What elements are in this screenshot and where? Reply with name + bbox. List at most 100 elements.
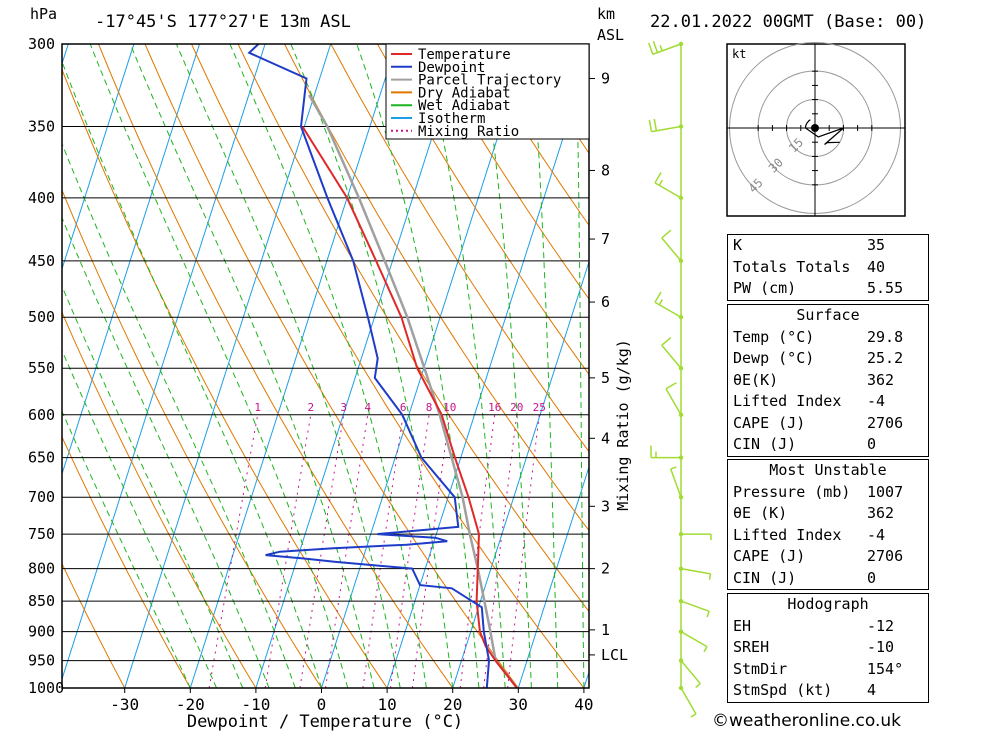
wind-barb-feather [690, 713, 697, 718]
surface-cape-value: 2706 [867, 413, 904, 432]
wind-barb-feather [670, 466, 677, 470]
plot-frame [61, 43, 590, 689]
pressure-tick-label: 650 [28, 449, 55, 467]
pressure-tick-label: 700 [28, 488, 55, 506]
height-unit-asl: ASL [597, 26, 625, 44]
mixing-ratio-label: 20 [510, 401, 523, 414]
wind-barb-staff [654, 301, 682, 318]
mixing-ratio-label: 2 [307, 401, 314, 414]
mixing-ratio-label: 3 [340, 401, 347, 414]
mixing-ratio-axis-title: Mixing Ratio (g/kg) [614, 339, 632, 511]
wind-barb-feather [658, 299, 663, 306]
location-title: -17°45'S 177°27'E 13m ASL [95, 12, 351, 32]
mu-cape-label: CAPE (J) [733, 547, 806, 565]
mu-pressure-label: Pressure (mb) [733, 482, 851, 501]
eh-value: -12 [867, 616, 895, 635]
height-tick-label: 8 [601, 161, 610, 179]
wind-barb-staff [680, 567, 711, 575]
legend-entry: Mixing Ratio [418, 124, 519, 140]
surface-title: Surface [796, 306, 860, 324]
wind-barb-feather [661, 336, 672, 346]
wind-barb-staff [654, 182, 682, 199]
datetime-title: 22.01.2022 00GMT (Base: 00) [650, 12, 927, 32]
temperature-tick-label: 30 [509, 695, 528, 714]
pressure-tick-label: 400 [28, 189, 55, 207]
mu-cin-value: 0 [867, 568, 877, 587]
mixing-ratio-label: 8 [426, 401, 433, 414]
surface-cin-value: 0 [867, 435, 877, 453]
mu-cape-value: 2706 [867, 547, 904, 565]
temperature-tick-label: 20 [443, 695, 462, 714]
hodograph-unit: kt [732, 47, 746, 61]
temperature-tick-label: -30 [110, 695, 139, 714]
surface-dewp-label: Dewp (°C) [733, 349, 815, 367]
dry-adiabat-line [376, 44, 589, 376]
surface-temp-label: Temp (°C) [733, 327, 815, 346]
legend-entry: Dry Adiabat [418, 85, 511, 101]
isotherm-line [452, 260, 589, 688]
k-label: K [733, 236, 743, 254]
isotherm-line [517, 465, 589, 688]
wind-barb-feather [658, 179, 663, 186]
wind-barb-feather [661, 229, 672, 239]
surface-cape-label: CAPE (J) [733, 413, 806, 432]
wind-barb-staff [680, 600, 710, 613]
dry-adiabat-line [98, 44, 454, 688]
k-value: 35 [867, 236, 886, 254]
temperature-tick-label: 40 [574, 695, 593, 714]
most-unstable-table: Most Unstable Pressure (mb) 1007 θE (K) 36… [727, 459, 929, 590]
temperature-tick-label: 10 [377, 695, 396, 714]
surface-theta-label: θE(K) [733, 370, 779, 389]
dry-adiabat-line [423, 44, 589, 300]
wet-adiabat-line [421, 44, 506, 688]
sounding-series [247, 44, 518, 688]
wet-adiabat-line [229, 44, 427, 688]
temperature-tick-label: -10 [241, 695, 270, 714]
height-tick-label: 7 [601, 230, 610, 248]
storm-motion-marker [811, 124, 819, 132]
surface-cin-label: CIN (J) [733, 435, 797, 453]
isotherm-line [189, 44, 397, 688]
wind-barb-feather [648, 42, 654, 55]
sreh-value: -10 [867, 638, 895, 656]
wind-barb-feather [695, 682, 701, 688]
legend-box [385, 43, 590, 140]
wind-barb-feather [653, 118, 658, 131]
mixing-ratio-line [362, 414, 404, 688]
pressure-tick-label: 300 [28, 35, 55, 53]
dry-adiabat-line [469, 44, 589, 227]
mixing-ratio-label: 6 [400, 401, 407, 414]
dry-adiabat-line [330, 44, 589, 453]
mu-cin-label: CIN (J) [733, 568, 797, 587]
wet-adiabat-line [62, 142, 296, 688]
dry-adiabat-line [62, 562, 126, 688]
height-tick-label: 9 [601, 70, 610, 88]
wind-barb-feather [654, 291, 662, 303]
surface-dewp-value: 25.2 [867, 349, 904, 367]
temperature-tick-label: -20 [176, 695, 205, 714]
wind-barb-staff [665, 388, 682, 416]
axes: 3003504004505005506006507007508008509009… [28, 35, 632, 732]
temperature-tick-label: 0 [317, 695, 327, 714]
height-tick-label: 4 [601, 429, 610, 447]
stmspd-label: StmSpd (kt) [733, 681, 833, 699]
wind-barb-staff [680, 660, 701, 685]
wind-barb-feather [648, 119, 653, 132]
mixing-ratio-label: 4 [365, 401, 372, 414]
pressure-tick-label: 800 [28, 560, 55, 578]
wet-adiabat-line [480, 44, 532, 688]
wind-barb-staff [680, 630, 708, 648]
mixing-ratio-label: 16 [488, 401, 501, 414]
isotherm-line [124, 44, 332, 688]
pressure-tick-label: 600 [28, 406, 55, 424]
mu-pressure-value: 1007 [867, 482, 904, 501]
pressure-tick-label: 850 [28, 592, 55, 610]
pressure-tick-label: 350 [28, 117, 55, 135]
mu-li-label: Lifted Index [733, 525, 842, 544]
hodograph-table: Hodograph EH -12 SREH -10 StmDir 154° StmSp… [727, 593, 929, 703]
isotherm-line [255, 44, 463, 688]
legend-entry: Wet Adiabat [418, 98, 511, 114]
wind-barb-feather [654, 172, 662, 184]
pw-label: PW (cm) [733, 279, 797, 297]
